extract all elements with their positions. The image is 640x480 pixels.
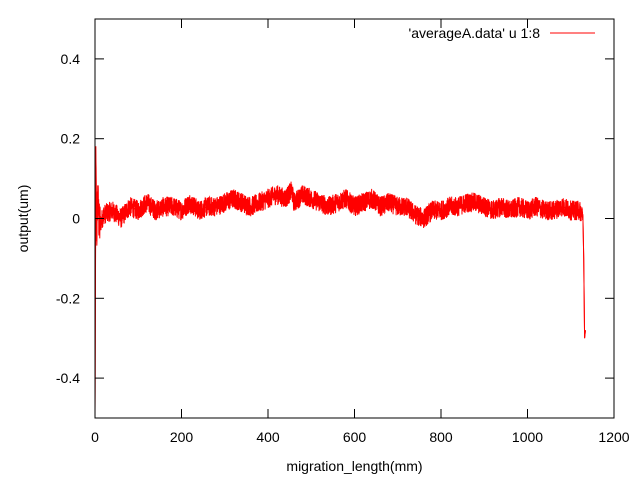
y-tick-label: 0.4 bbox=[61, 51, 81, 67]
x-tick-label: 1000 bbox=[512, 429, 543, 445]
y-tick-label: 0 bbox=[72, 211, 80, 227]
legend-entry-label: 'averageA.data' u 1:8 bbox=[409, 25, 541, 41]
x-tick-label: 600 bbox=[343, 429, 367, 445]
x-tick-label: 1200 bbox=[598, 429, 629, 445]
series-layer bbox=[94, 146, 586, 419]
plot-frame bbox=[94, 18, 615, 419]
y-tick-label: 0.2 bbox=[61, 131, 81, 147]
x-tick-label: 800 bbox=[429, 429, 453, 445]
x-axis-label: migration_length(mm) bbox=[286, 458, 422, 474]
ticks-layer: 0 200 400 600 800 1000 1200 0.4 0.2 0 -0.2 -0.4 bbox=[56, 19, 630, 445]
x-tick-label: 400 bbox=[256, 429, 280, 445]
y-axis-label: output(um) bbox=[15, 185, 31, 253]
y-tick-label: -0.4 bbox=[56, 370, 80, 386]
legend: 'averageA.data' u 1:8 bbox=[409, 25, 595, 41]
x-tick-label: 0 bbox=[91, 429, 99, 445]
series-noise-trace bbox=[94, 146, 586, 411]
y-tick-label: -0.2 bbox=[56, 290, 80, 306]
x-tick-label: 200 bbox=[170, 429, 194, 445]
